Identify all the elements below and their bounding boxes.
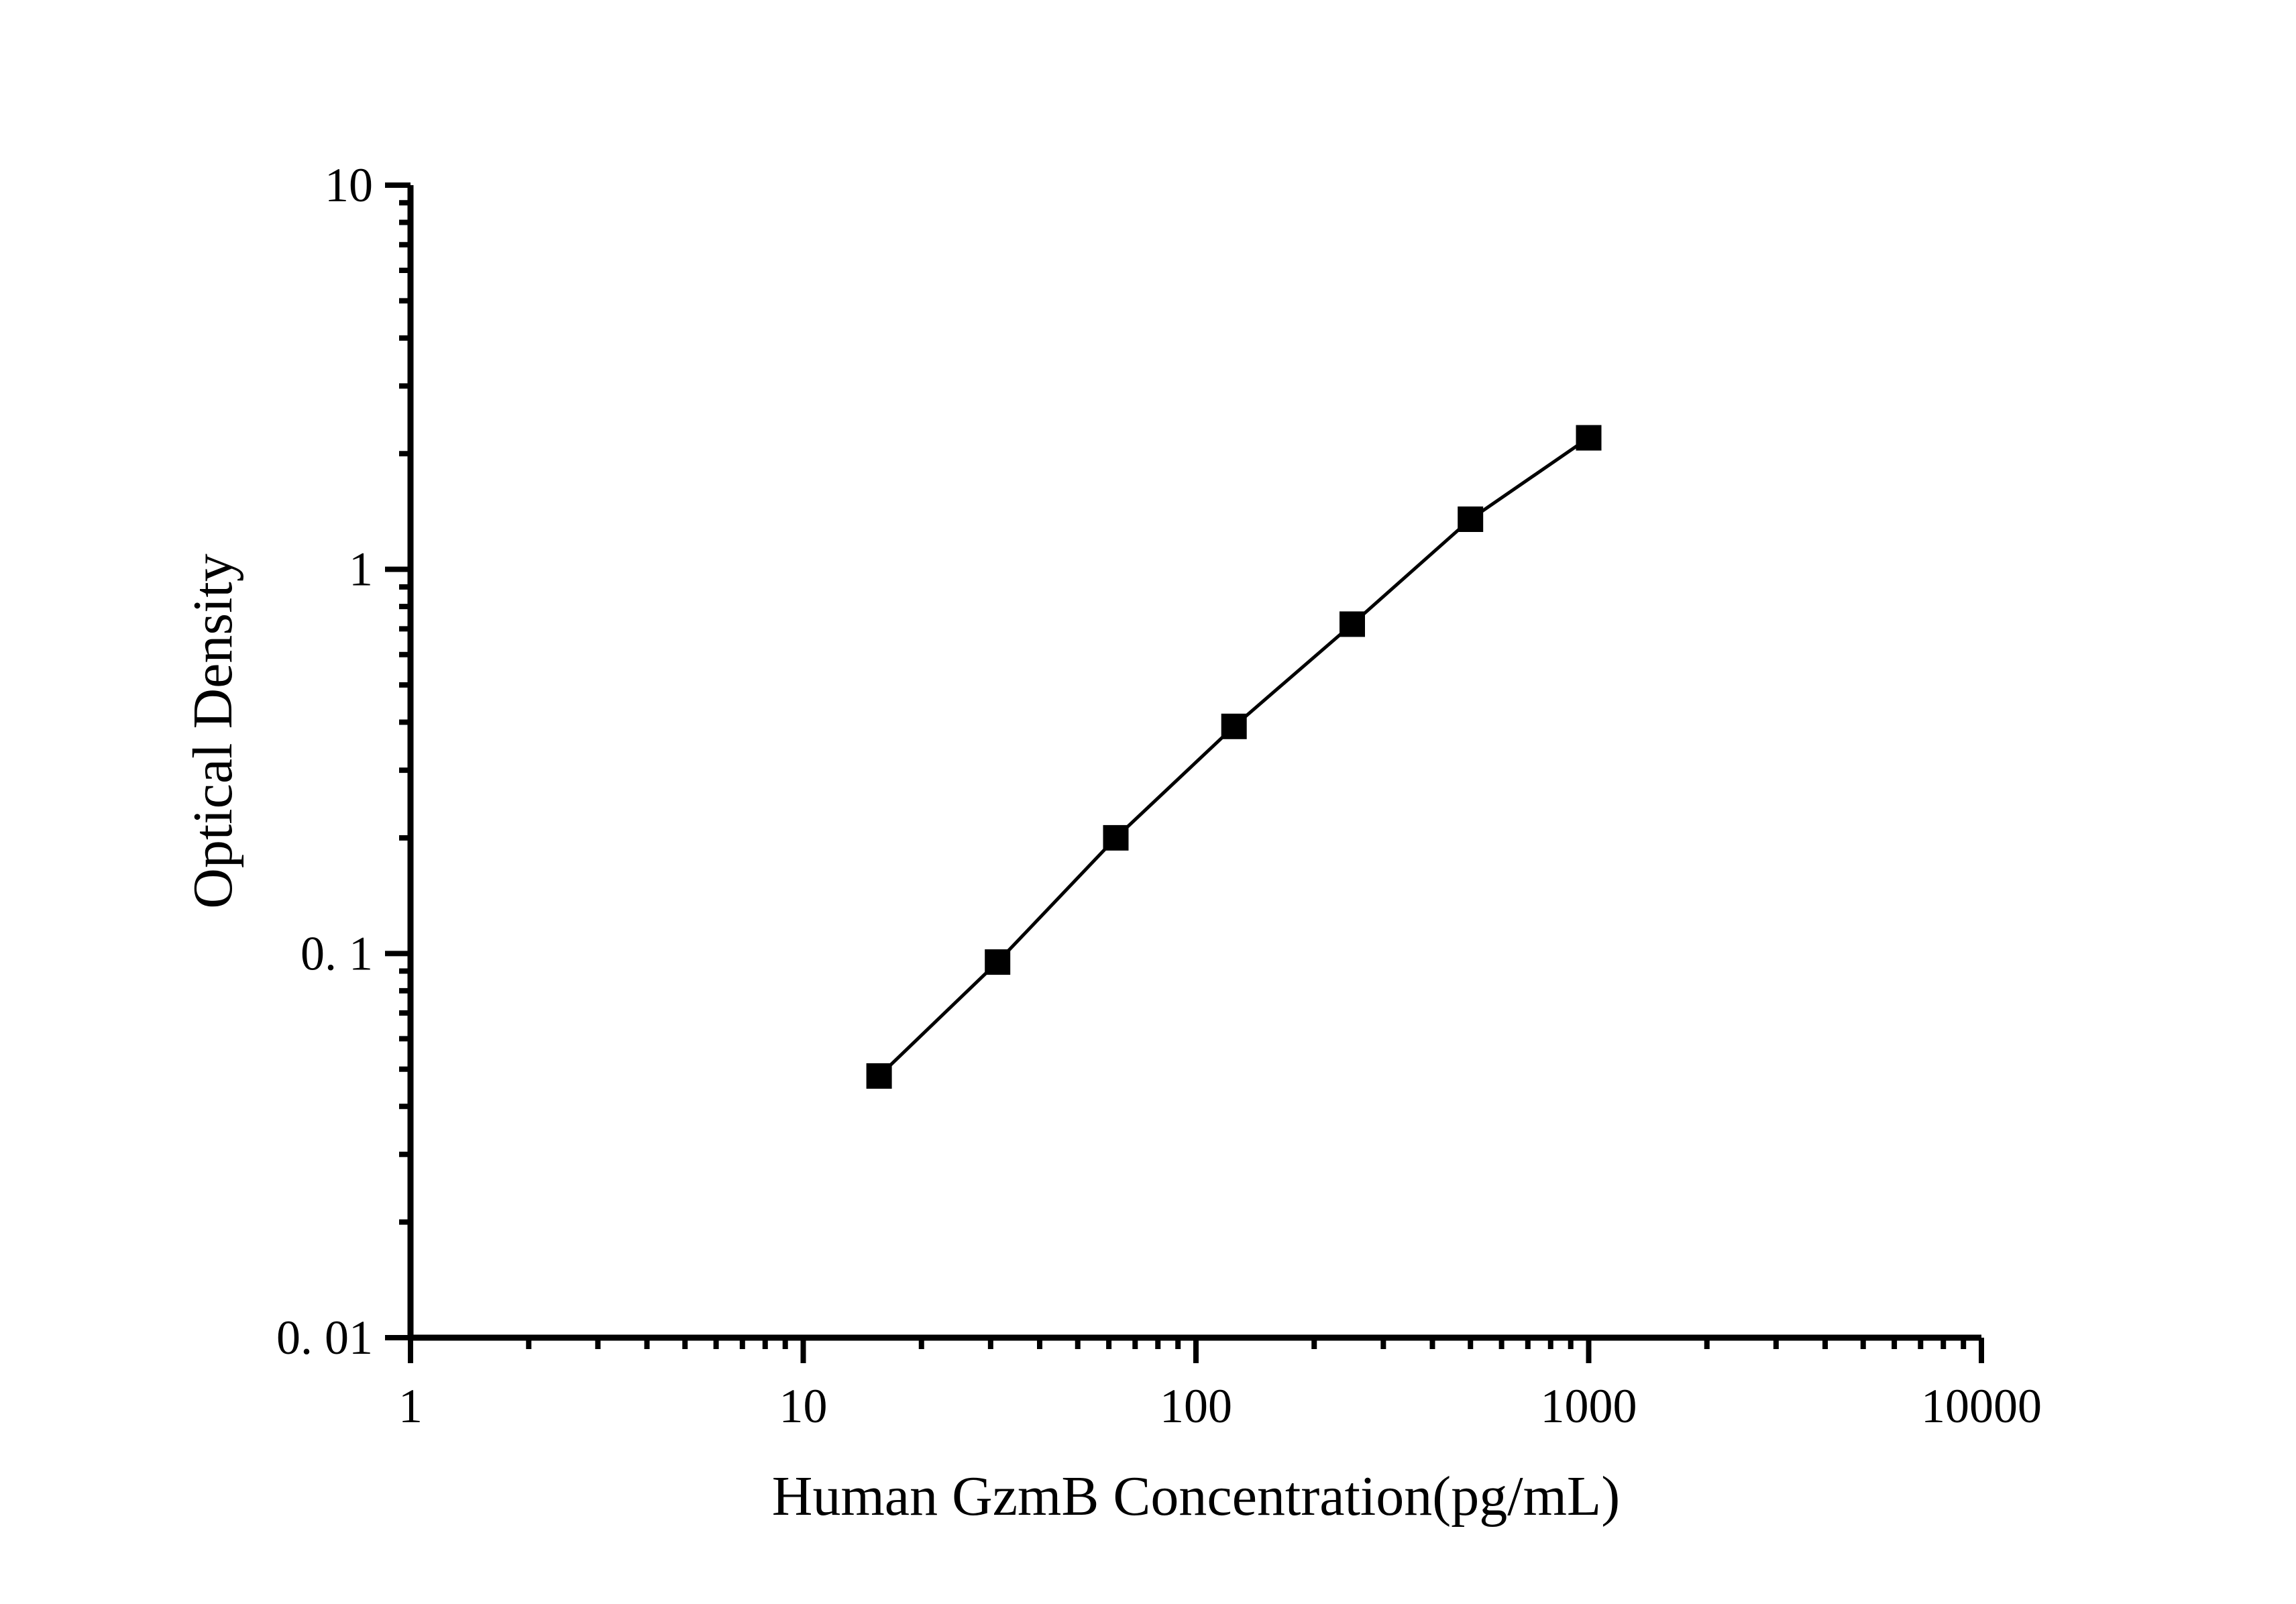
data-point-marker [985, 949, 1011, 975]
y-tick-label: 10 [325, 158, 373, 212]
data-point-marker [1103, 824, 1129, 851]
x-tick-label: 100 [1160, 1379, 1232, 1433]
data-point-marker [866, 1063, 892, 1089]
x-tick-label: 1 [398, 1379, 423, 1433]
y-tick-label: 0. 1 [300, 926, 373, 980]
data-point-marker [1221, 713, 1247, 739]
y-tick-label: 1 [349, 543, 373, 596]
data-point-marker [1458, 506, 1484, 532]
data-point-marker [1340, 611, 1365, 637]
x-axis-title: Human GzmB Concentration(pg/mL) [772, 1465, 1620, 1528]
y-axis-title: Optical Density [182, 553, 244, 909]
x-tick-label: 10 [779, 1379, 828, 1433]
data-point-marker [1576, 425, 1602, 451]
series-layer [866, 425, 1602, 1089]
x-tick-label: 10000 [1921, 1379, 2042, 1433]
x-tick-label: 1000 [1541, 1379, 1637, 1433]
axes-layer: 1 10 100 1000 10000 10 1 0. 1 0. 01 [276, 158, 2042, 1433]
series-line [877, 436, 1590, 1077]
y-tick-label: 0. 01 [276, 1311, 373, 1365]
